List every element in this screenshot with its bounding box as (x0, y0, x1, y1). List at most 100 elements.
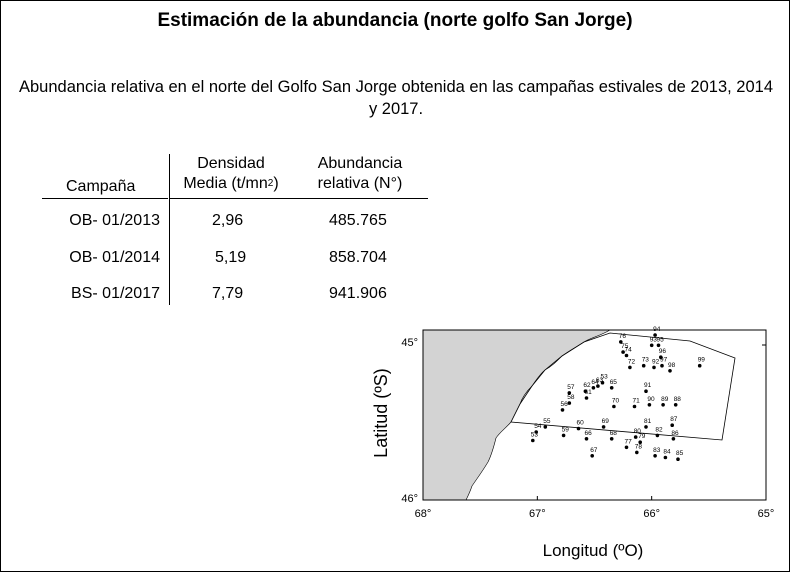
station-label: 80 (634, 428, 642, 435)
station-label: 60 (577, 420, 585, 427)
station-label: 63 (596, 377, 604, 384)
station-label: 56 (561, 401, 569, 408)
station-point (633, 435, 638, 439)
station-point (644, 425, 648, 429)
station-point (621, 350, 625, 354)
station-point (624, 445, 629, 450)
station-label: 72 (628, 358, 636, 365)
station-point (663, 455, 668, 460)
station-label: 76 (619, 333, 627, 340)
x-tick-label: 67° (529, 508, 546, 520)
station-point (543, 425, 548, 429)
station-label: 67 (590, 447, 598, 454)
header-abundancia: Abundancia relativa (N°) (292, 154, 428, 199)
station-point (591, 386, 596, 390)
station-label: 62 (583, 382, 591, 389)
station-label: 91 (644, 382, 652, 389)
station-point (609, 437, 614, 441)
y-tick-label: 45° (401, 337, 418, 349)
station-point (676, 457, 680, 462)
station-point (660, 363, 664, 368)
station-label: 93 (650, 336, 658, 343)
station-point (668, 369, 672, 373)
station-label: 61 (585, 389, 593, 396)
station-label: 98 (668, 362, 676, 369)
station-point (652, 365, 656, 370)
station-label: 85 (676, 450, 684, 457)
station-label: 69 (602, 418, 610, 425)
station-label: 92 (652, 358, 660, 365)
station-point (697, 363, 702, 368)
station-label: 71 (633, 398, 641, 405)
coastline-land (422, 329, 612, 501)
station-label: 90 (647, 396, 655, 403)
survey-area-outline (510, 332, 736, 441)
station-point (656, 343, 661, 348)
station-point (576, 426, 581, 431)
station-point (655, 433, 660, 438)
station-point (584, 396, 589, 400)
station-point (641, 363, 646, 368)
station-point (619, 340, 623, 344)
station-label: 84 (663, 449, 671, 456)
column-divider (169, 199, 170, 305)
station-point (659, 355, 663, 360)
station-label: 53 (531, 432, 539, 439)
station-point (670, 423, 674, 428)
station-label: 77 (625, 438, 633, 445)
station-point (635, 450, 639, 455)
station-label: 87 (670, 416, 678, 423)
x-tick-label: 65° (758, 508, 775, 520)
station-point (647, 403, 652, 407)
station-label: 64 (591, 379, 599, 386)
header-campana: Campaña (42, 154, 168, 199)
station-point (671, 437, 676, 441)
station-label: 95 (657, 336, 665, 343)
station-point (584, 437, 589, 441)
station-point (673, 403, 678, 407)
station-label: 65 (610, 379, 618, 386)
station-label: 68 (610, 430, 618, 437)
station-point (644, 389, 648, 394)
station-point (560, 408, 565, 412)
table-row: OB- 01/2014 5,19 858.704 (69, 249, 387, 266)
slide-title: Estimación de la abundancia (norte golfo… (157, 10, 633, 31)
station-label: 79 (638, 433, 646, 440)
station-point (600, 380, 605, 385)
station-label: 70 (612, 398, 620, 405)
station-point (531, 438, 535, 443)
station-point (653, 454, 657, 458)
station-point (632, 404, 637, 409)
station-label: 88 (674, 396, 682, 403)
station-point (601, 425, 606, 429)
station-point (561, 433, 566, 438)
station-point (567, 391, 572, 395)
station-label: 59 (562, 426, 570, 433)
station-label: 53 (601, 374, 609, 381)
station-point (596, 384, 600, 388)
station-label: 55 (543, 418, 551, 425)
station-point (609, 386, 614, 390)
station-point (649, 343, 654, 348)
station-label: 57 (567, 384, 575, 391)
slide-description: Abundancia relativa en el norte del Golf… (18, 78, 773, 118)
station-label: 81 (644, 418, 652, 425)
axis-ticks: 68° 67° 66° 65° 45° 46° (401, 329, 775, 520)
station-label: 99 (698, 357, 706, 364)
station-label: 96 (659, 348, 667, 355)
station-label: 82 (655, 426, 663, 433)
station-label: 54 (534, 423, 542, 430)
station-point (661, 403, 665, 407)
station-point (534, 430, 538, 434)
station-label: 74 (625, 347, 633, 354)
station-label: 66 (585, 430, 593, 437)
map-ylabel: Latitud (ºS) (371, 368, 391, 458)
station-label: 58 (567, 394, 575, 401)
station-label: 86 (671, 430, 679, 437)
table-row: OB- 01/2013 2,96 485.765 (69, 212, 387, 229)
station-label: 73 (642, 357, 650, 364)
station-point (612, 404, 616, 409)
header-densidad: Densidad Media (t/mn2) (169, 154, 292, 199)
